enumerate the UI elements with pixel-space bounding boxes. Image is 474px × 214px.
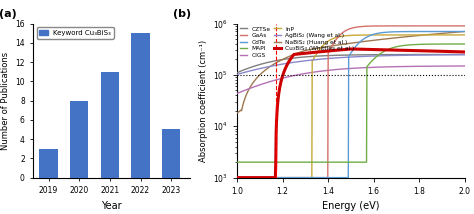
Bar bbox=[39, 149, 58, 178]
Text: (b): (b) bbox=[173, 9, 191, 19]
Y-axis label: Absorption coefficient (cm⁻¹): Absorption coefficient (cm⁻¹) bbox=[199, 40, 208, 162]
Text: (a): (a) bbox=[0, 9, 17, 19]
X-axis label: Year: Year bbox=[101, 201, 122, 211]
Bar bbox=[131, 33, 150, 178]
Bar bbox=[70, 101, 88, 178]
X-axis label: Energy (eV): Energy (eV) bbox=[322, 201, 380, 211]
Bar bbox=[100, 72, 119, 178]
Bar bbox=[162, 129, 181, 178]
Y-axis label: Number of Publications: Number of Publications bbox=[0, 52, 9, 150]
Legend: CZTSe, GaAs, CdTe, MAPI, CIGS, InP, AgBiS₂ (Wang et al.), NaBiS₂ (Huang et al.),: CZTSe, GaAs, CdTe, MAPI, CIGS, InP, AgBi… bbox=[240, 27, 355, 58]
Legend: Keyword Cu₃BiS₃: Keyword Cu₃BiS₃ bbox=[36, 27, 114, 39]
